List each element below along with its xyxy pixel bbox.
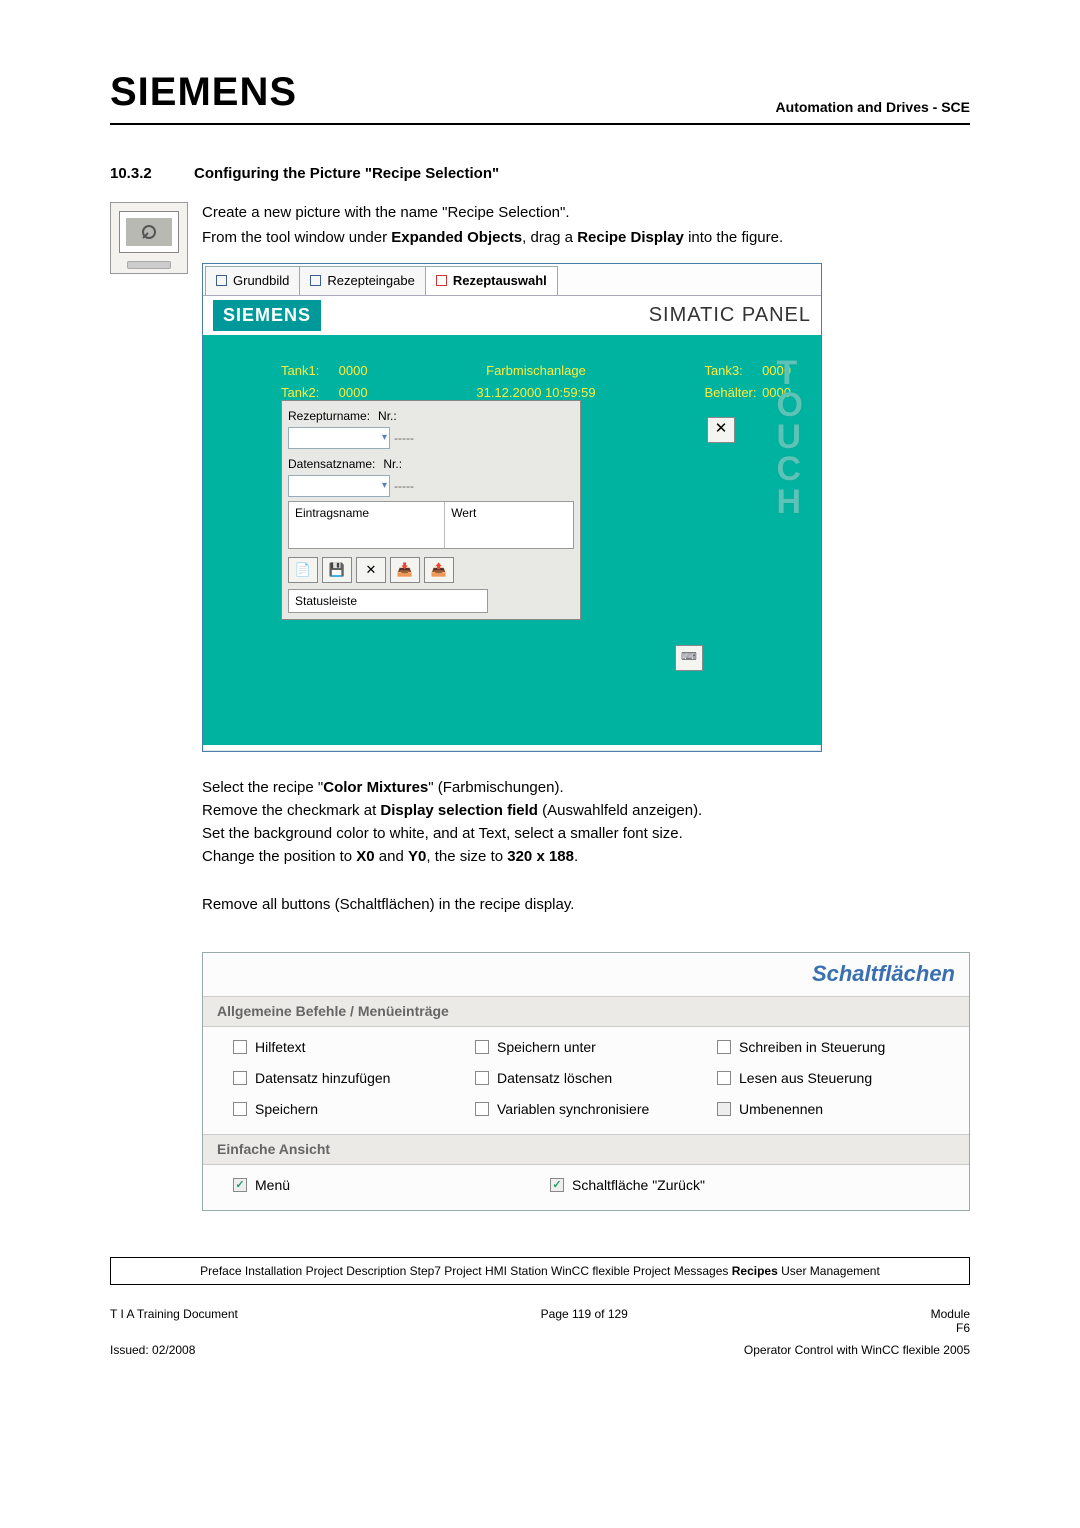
chk-datensatz-loeschen[interactable]: Datensatz löschen — [475, 1068, 697, 1089]
status-left: Tank1: 0000 Tank2: 0000 — [281, 361, 368, 403]
nr-value-2: ----- — [394, 477, 414, 495]
tab-rezeptauswahl[interactable]: Rezeptauswahl — [425, 266, 558, 295]
checkbox-icon — [717, 1102, 731, 1116]
tab-icon — [216, 275, 227, 286]
tab-bar: Grundbild Rezepteingabe Rezeptauswahl — [203, 264, 821, 296]
download-button[interactable]: 📥 — [390, 557, 420, 583]
chk-variablen-sync[interactable]: Variablen synchronisiere — [475, 1099, 697, 1120]
footer-module: Module — [931, 1307, 970, 1321]
chevron-down-icon: ▾ — [382, 430, 387, 445]
datensatzname-label: Datensatzname: — [288, 455, 375, 473]
upload-button[interactable]: 📤 — [424, 557, 454, 583]
siemens-badge: SIEMENS — [213, 300, 321, 331]
header-subtitle: Automation and Drives - SCE — [776, 99, 970, 115]
statusleiste: Statusleiste — [288, 589, 488, 613]
schaltflaechen-title: Schaltflächen — [203, 953, 969, 996]
tab-grundbild[interactable]: Grundbild — [205, 266, 300, 295]
chk-zurueck[interactable]: Schaltfläche "Zurück" — [550, 1175, 705, 1196]
tab-icon — [310, 275, 321, 286]
col-eintragsname: Eintragsname — [289, 502, 445, 548]
chk-schreiben-steuerung[interactable]: Schreiben in Steuerung — [717, 1037, 939, 1058]
screenshot-recipe-selection: Grundbild Rezepteingabe Rezeptauswahl SI… — [202, 263, 822, 752]
close-button[interactable]: ✕ — [707, 417, 735, 443]
section-title: Configuring the Picture "Recipe Selectio… — [194, 165, 499, 182]
chk-hilfetext[interactable]: Hilfetext — [233, 1037, 455, 1058]
simatic-label: SIMATIC PANEL — [649, 300, 811, 330]
checkbox-icon — [475, 1071, 489, 1085]
chk-datensatz-hinzu[interactable]: Datensatz hinzufügen — [233, 1068, 455, 1089]
checkbox-icon — [475, 1040, 489, 1054]
new-button[interactable]: 📄 — [288, 557, 318, 583]
checkbox-icon — [233, 1178, 247, 1192]
col-wert: Wert — [445, 502, 482, 548]
nr-value: ----- — [394, 429, 414, 447]
touch-label: TOUCH — [777, 357, 803, 518]
nr-label-2: Nr.: — [383, 455, 402, 473]
monitor-icon — [110, 202, 188, 274]
paragraph-instructions: Select the recipe "Color Mixtures" (Farb… — [202, 776, 970, 869]
checkbox-icon — [717, 1040, 731, 1054]
nr-label: Nr.: — [378, 407, 397, 425]
recipe-toolbar: 📄 💾 ✕ 📥 📤 — [288, 557, 574, 583]
footer-module-num: F6 — [956, 1321, 970, 1335]
section-einfache-ansicht: Einfache Ansicht — [203, 1134, 969, 1165]
section-allgemeine: Allgemeine Befehle / Menüeinträge — [203, 996, 969, 1027]
schaltflaechen-panel: Schaltflächen Allgemeine Befehle / Menüe… — [202, 952, 970, 1211]
chevron-down-icon: ▾ — [382, 478, 387, 493]
delete-button[interactable]: ✕ — [356, 557, 386, 583]
status-center: Farbmischanlage 31.12.2000 10:59:59 — [476, 361, 595, 403]
checkbox-icon — [233, 1040, 247, 1054]
hmi-canvas: Tank1: 0000 Tank2: 0000 Farbmischanlage … — [203, 335, 821, 745]
save-button[interactable]: 💾 — [322, 557, 352, 583]
recipe-display[interactable]: Rezepturname: Nr.: ▾ ----- Datensatzname… — [281, 400, 581, 620]
keyboard-icon[interactable]: ⌨ — [675, 645, 703, 671]
chk-speichern[interactable]: Speichern — [233, 1099, 455, 1120]
chk-umbenennen[interactable]: Umbenennen — [717, 1099, 939, 1120]
rezeptur-dropdown[interactable]: ▾ — [288, 427, 390, 449]
footer-page: Page 119 of 129 — [541, 1307, 628, 1335]
recipe-table: Eintragsname Wert — [288, 501, 574, 549]
checkbox-icon — [475, 1102, 489, 1116]
tab-icon — [436, 275, 447, 286]
checkbox-icon — [550, 1178, 564, 1192]
siemens-logo: SIEMENS — [110, 70, 297, 115]
intro-line1: Create a new picture with the name "Reci… — [202, 202, 970, 225]
datensatz-dropdown[interactable]: ▾ — [288, 475, 390, 497]
paragraph-remove-buttons: Remove all buttons (Schaltflächen) in th… — [202, 893, 970, 916]
breadcrumb: Preface Installation Project Description… — [110, 1257, 970, 1285]
chk-speichern-unter[interactable]: Speichern unter — [475, 1037, 697, 1058]
footer-issued: Issued: 02/2008 — [110, 1343, 195, 1357]
chk-lesen-steuerung[interactable]: Lesen aus Steuerung — [717, 1068, 939, 1089]
checkbox-icon — [233, 1102, 247, 1116]
footer-product: Operator Control with WinCC flexible 200… — [744, 1343, 970, 1357]
checkbox-icon — [233, 1071, 247, 1085]
tab-rezepteingabe[interactable]: Rezepteingabe — [299, 266, 425, 295]
section-number: 10.3.2 — [110, 165, 166, 182]
footer-doc: T I A Training Document — [110, 1307, 238, 1335]
checkbox-icon — [717, 1071, 731, 1085]
intro-line2: From the tool window under Expanded Obje… — [202, 227, 970, 250]
chk-menu[interactable]: Menü — [233, 1175, 290, 1196]
header-rule — [110, 123, 970, 125]
rezepturname-label: Rezepturname: — [288, 407, 370, 425]
